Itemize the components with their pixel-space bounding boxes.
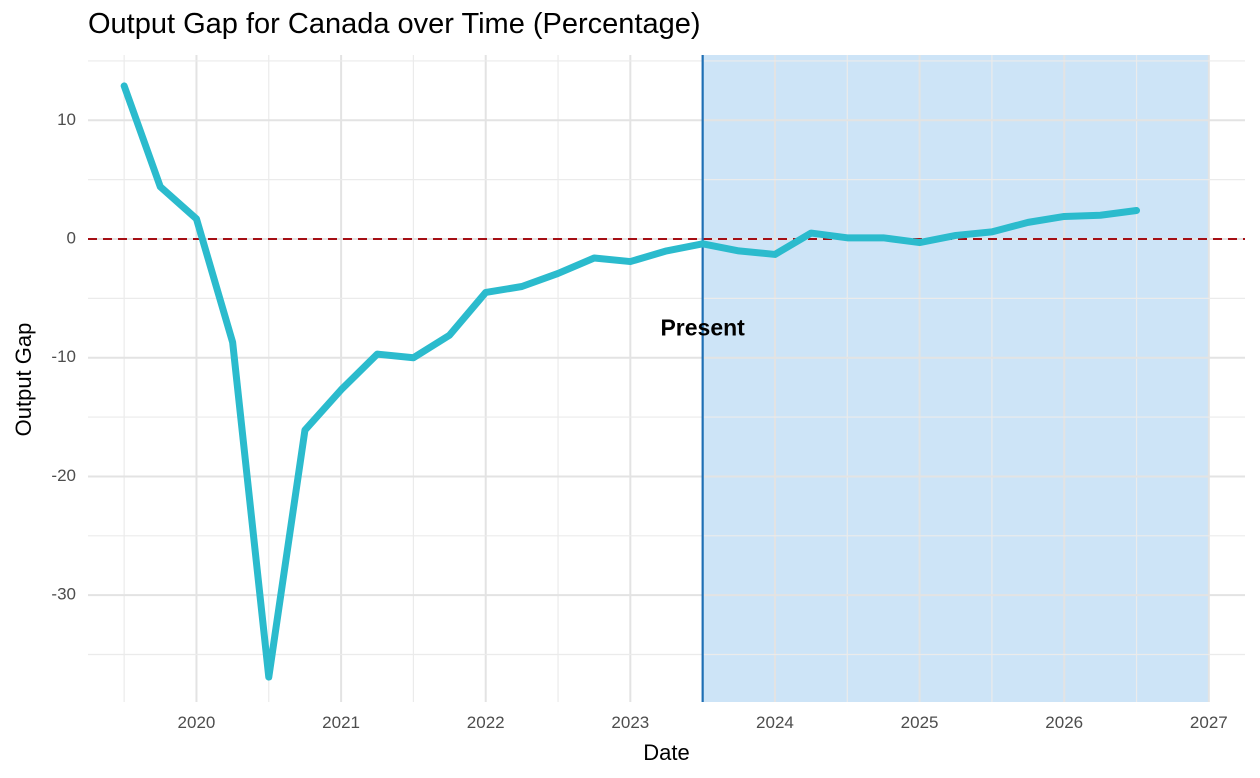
x-tick-label: 2024 (756, 713, 794, 732)
grid-layer (88, 55, 1245, 702)
forecast-region-layer (702, 55, 1209, 702)
y-tick-label: -30 (51, 585, 76, 604)
x-tick-label: 2025 (901, 713, 939, 732)
label-layer: Present 2020 2021 2022 2023 2024 2025 2026 2027 1… (11, 110, 1228, 765)
y-tick-label: -10 (51, 347, 76, 366)
y-tick-label: 10 (57, 110, 76, 129)
x-tick-label: 2023 (611, 713, 649, 732)
y-tick-label: -20 (51, 466, 76, 485)
x-tick-label: 2022 (467, 713, 505, 732)
present-label: Present (660, 314, 745, 340)
x-axis-title: Date (643, 740, 689, 765)
reference-layer (88, 55, 1245, 702)
forecast-region (702, 55, 1209, 702)
x-tick-label: 2021 (322, 713, 360, 732)
y-tick-label: 0 (67, 228, 76, 247)
x-tick-label: 2026 (1045, 713, 1083, 732)
y-axis-title: Output Gap (11, 323, 36, 437)
x-tick-label: 2027 (1190, 713, 1228, 732)
series-layer (120, 82, 1141, 681)
x-tick-label: 2020 (178, 713, 216, 732)
chart-title: Output Gap for Canada over Time (Percent… (88, 8, 701, 40)
